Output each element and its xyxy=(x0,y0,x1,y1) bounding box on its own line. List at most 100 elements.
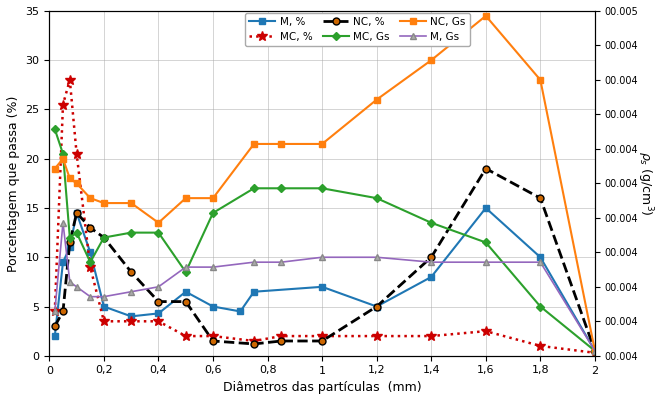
M, % xyxy=(427,275,435,279)
NC, % xyxy=(250,342,258,346)
M, % xyxy=(209,304,217,309)
NC, % xyxy=(73,211,81,215)
M, % xyxy=(182,290,190,294)
M, % xyxy=(373,304,381,309)
NC, % xyxy=(127,269,135,274)
M, Gs xyxy=(73,284,81,289)
MC, % xyxy=(318,334,326,338)
MC, % xyxy=(73,152,81,156)
MC, Gs xyxy=(100,235,108,240)
NC, % xyxy=(536,196,544,200)
M, % xyxy=(236,309,244,314)
M, % xyxy=(100,304,108,309)
Line: NC, Gs: NC, Gs xyxy=(52,13,598,354)
MC, Gs xyxy=(373,196,381,200)
M, Gs xyxy=(182,265,190,269)
NC, Gs xyxy=(66,176,73,181)
Line: M, Gs: M, Gs xyxy=(52,220,598,354)
MC, % xyxy=(86,265,94,269)
MC, % xyxy=(277,334,285,338)
MC, % xyxy=(536,344,544,348)
M, Gs xyxy=(373,255,381,260)
M, Gs xyxy=(100,294,108,299)
MC, % xyxy=(591,350,599,355)
Line: MC, Gs: MC, Gs xyxy=(52,126,598,354)
Y-axis label: $\rho_s$ (g/cm$^3$): $\rho_s$ (g/cm$^3$) xyxy=(636,151,655,216)
X-axis label: Diâmetros das partículas  (mm): Diâmetros das partículas (mm) xyxy=(223,381,422,394)
NC, % xyxy=(51,324,59,329)
NC, Gs xyxy=(591,348,599,353)
NC, Gs xyxy=(59,156,67,161)
NC, Gs xyxy=(154,221,162,225)
MC, % xyxy=(127,319,135,324)
NC, Gs xyxy=(373,97,381,102)
M, Gs xyxy=(427,260,435,265)
MC, Gs xyxy=(536,304,544,309)
MC, Gs xyxy=(51,127,59,132)
NC, Gs xyxy=(127,200,135,205)
NC, % xyxy=(66,240,73,245)
M, % xyxy=(66,245,73,250)
MC, % xyxy=(373,334,381,338)
NC, % xyxy=(182,299,190,304)
M, Gs xyxy=(51,309,59,314)
M, Gs xyxy=(209,265,217,269)
Legend: M, %, MC, %, NC, %, MC, Gs, NC, Gs, M, Gs: M, %, MC, %, NC, %, MC, Gs, NC, Gs, M, G… xyxy=(245,13,469,46)
MC, Gs xyxy=(73,230,81,235)
M, Gs xyxy=(127,290,135,294)
M, Gs xyxy=(59,221,67,225)
NC, % xyxy=(100,235,108,240)
M, Gs xyxy=(591,348,599,353)
NC, Gs xyxy=(100,200,108,205)
MC, % xyxy=(250,338,258,343)
NC, Gs xyxy=(86,196,94,200)
MC, % xyxy=(100,319,108,324)
NC, Gs xyxy=(277,142,285,146)
NC, % xyxy=(482,166,490,171)
MC, Gs xyxy=(127,230,135,235)
MC, % xyxy=(427,334,435,338)
MC, Gs xyxy=(318,186,326,191)
NC, % xyxy=(427,255,435,260)
MC, Gs xyxy=(591,348,599,353)
M, % xyxy=(51,334,59,338)
M, % xyxy=(154,311,162,316)
M, % xyxy=(536,255,544,260)
M, Gs xyxy=(66,279,73,284)
M, % xyxy=(127,314,135,319)
NC, Gs xyxy=(318,142,326,146)
NC, Gs xyxy=(427,58,435,63)
MC, % xyxy=(482,329,490,334)
MC, Gs xyxy=(154,230,162,235)
MC, Gs xyxy=(66,235,73,240)
MC, Gs xyxy=(482,240,490,245)
Line: NC, %: NC, % xyxy=(52,165,598,354)
MC, % xyxy=(209,334,217,338)
NC, Gs xyxy=(182,196,190,200)
NC, Gs xyxy=(482,14,490,18)
M, % xyxy=(73,211,81,215)
M, % xyxy=(591,348,599,353)
Line: M, %: M, % xyxy=(52,205,598,354)
Y-axis label: Porcentagem que passa (%): Porcentagem que passa (%) xyxy=(7,95,20,271)
NC, Gs xyxy=(250,142,258,146)
M, Gs xyxy=(482,260,490,265)
NC, % xyxy=(154,299,162,304)
NC, Gs xyxy=(51,166,59,171)
M, Gs xyxy=(318,255,326,260)
NC, % xyxy=(591,348,599,353)
MC, Gs xyxy=(209,211,217,215)
M, Gs xyxy=(154,284,162,289)
MC, % xyxy=(51,309,59,314)
MC, Gs xyxy=(250,186,258,191)
NC, % xyxy=(277,338,285,343)
M, Gs xyxy=(277,260,285,265)
MC, Gs xyxy=(59,152,67,156)
M, % xyxy=(482,206,490,211)
NC, Gs xyxy=(73,181,81,186)
Line: MC, %: MC, % xyxy=(50,75,600,358)
MC, Gs xyxy=(182,269,190,274)
M, % xyxy=(250,290,258,294)
M, Gs xyxy=(250,260,258,265)
NC, Gs xyxy=(209,196,217,200)
